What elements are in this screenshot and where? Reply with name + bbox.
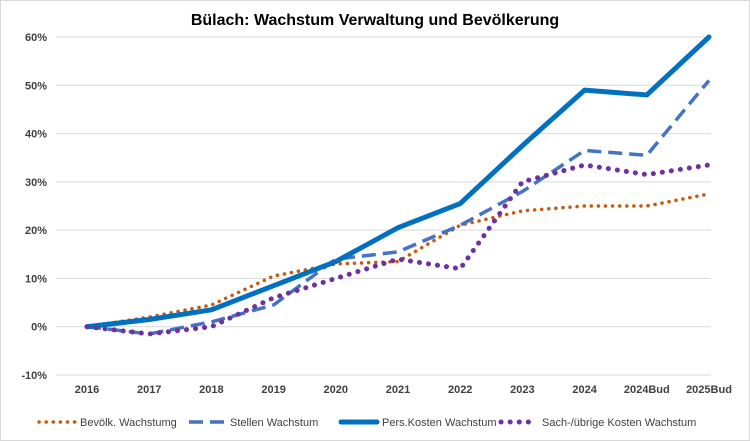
- series-line: [84, 34, 712, 330]
- series-line: [85, 192, 711, 329]
- y-tick-label: 60%: [25, 32, 47, 44]
- x-tick-label: 2018: [199, 384, 223, 396]
- series-line: [86, 79, 711, 336]
- x-tick-label: 2024Bud: [624, 384, 670, 396]
- y-tick-label: -10%: [21, 370, 47, 382]
- x-tick-label: 2019: [261, 384, 285, 396]
- x-tick-label: 2022: [448, 384, 472, 396]
- series-line: [84, 162, 712, 337]
- x-tick-label: 2025Bud: [686, 384, 732, 396]
- legend: Bevölk. Wachstumg Stellen Wachstum Pers.Ko…: [37, 417, 696, 429]
- legend-label: Sach-/übrige Kosten Wachstum: [542, 417, 696, 429]
- x-tick-label: 2023: [510, 384, 534, 396]
- y-tick-label: 30%: [25, 177, 47, 189]
- x-tick-label: 2016: [75, 384, 99, 396]
- x-axis-ticks: 2016 2017 2018 2019 2020 2021 2022 2023 2024 2024…: [75, 384, 732, 396]
- legend-label: Bevölk. Wachstumg: [80, 417, 177, 429]
- legend-label: Pers.Kosten Wachstum: [382, 417, 497, 429]
- gridlines: [56, 36, 711, 376]
- series-lines: [84, 34, 712, 337]
- y-tick-label: 20%: [25, 225, 47, 237]
- x-tick-label: 2017: [137, 384, 161, 396]
- x-tick-label: 2021: [386, 384, 410, 396]
- y-tick-label: 10%: [25, 273, 47, 285]
- legend-label: Stellen Wachstum: [230, 417, 318, 429]
- y-axis-ticks: -10% 0% 10% 20% 30% 40% 50% 60%: [21, 32, 47, 382]
- x-tick-label: 2024: [572, 384, 597, 396]
- y-tick-label: 40%: [25, 129, 47, 141]
- chart-title: Bülach: Wachstum Verwaltung und Bevölker…: [191, 12, 559, 29]
- y-tick-label: 0%: [31, 322, 47, 334]
- y-tick-label: 50%: [25, 80, 47, 92]
- x-tick-label: 2020: [324, 384, 348, 396]
